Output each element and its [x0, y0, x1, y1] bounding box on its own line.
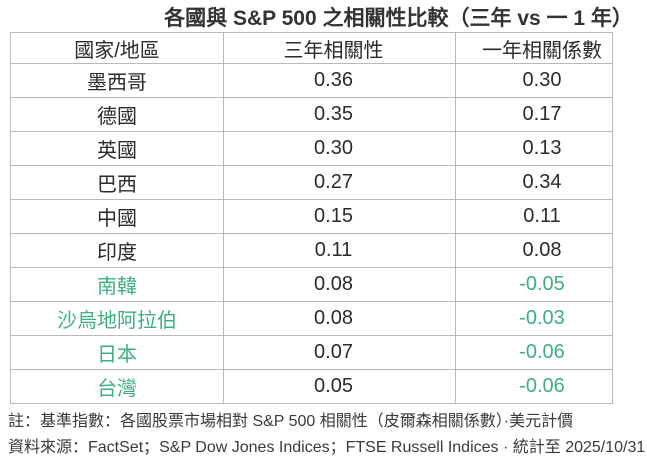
note-benchmark: 註：基準指數：各國股票市場相對 S&P 500 相關性（皮爾森相關係數）·美元計…	[8, 413, 574, 430]
table-row-highlighted: 南韓 0.08 -0.05	[10, 267, 613, 302]
table-row: 印度 0.11 0.08	[10, 233, 613, 268]
three-year-value: 0.35	[223, 97, 456, 132]
table-row-highlighted: 台灣 0.05 -0.06	[10, 369, 613, 404]
one-year-value: -0.06	[455, 369, 613, 404]
country-cell: 沙烏地阿拉伯	[10, 301, 224, 336]
table-row: 中國 0.15 0.11	[10, 199, 613, 234]
one-year-value: 0.17	[455, 97, 613, 132]
page-title: 各國與 S&P 500 之相關性比較（三年 vs 一 1 年）	[164, 7, 633, 30]
table-row-highlighted: 沙烏地阿拉伯 0.08 -0.03	[10, 301, 613, 336]
one-year-value: 0.08	[455, 233, 613, 268]
country-cell: 印度	[10, 233, 224, 268]
note-source: 資料來源：FactSet；S&P Dow Jones Indices；FTSE …	[8, 439, 646, 456]
three-year-value: 0.07	[223, 335, 456, 370]
country-cell: 墨西哥	[10, 63, 224, 98]
one-year-value: 0.30	[455, 63, 613, 98]
country-cell: 中國	[10, 199, 224, 234]
one-year-value: -0.06	[455, 335, 613, 370]
table-row-highlighted: 日本 0.07 -0.06	[10, 335, 613, 370]
country-cell: 巴西	[10, 165, 224, 200]
country-cell: 台灣	[10, 369, 224, 404]
header-three-year: 三年相關性	[223, 32, 456, 64]
footnotes: 註：基準指數：各國股票市場相對 S&P 500 相關性（皮爾森相關係數）·美元計…	[8, 410, 647, 460]
header-row: 國家/地區 三年相關性 一年相關係數	[10, 32, 613, 64]
country-cell: 英國	[10, 131, 224, 166]
three-year-value: 0.08	[223, 267, 456, 302]
one-year-value: 0.34	[455, 165, 613, 200]
table-row: 巴西 0.27 0.34	[10, 165, 613, 200]
one-year-value: 0.13	[455, 131, 613, 166]
table-row: 墨西哥 0.36 0.30	[10, 63, 613, 98]
table-row: 英國 0.30 0.13	[10, 131, 613, 166]
three-year-value: 0.27	[223, 165, 456, 200]
country-cell: 日本	[10, 335, 224, 370]
three-year-value: 0.05	[223, 369, 456, 404]
three-year-value: 0.08	[223, 301, 456, 336]
three-year-value: 0.11	[223, 233, 456, 268]
header-country: 國家/地區	[10, 32, 224, 64]
three-year-value: 0.15	[223, 199, 456, 234]
one-year-value: -0.03	[455, 301, 613, 336]
table-row: 德國 0.35 0.17	[10, 97, 613, 132]
one-year-value: 0.11	[455, 199, 613, 234]
correlation-table: 國家/地區 三年相關性 一年相關係數 墨西哥 0.36 0.30 德國 0.35…	[10, 32, 613, 404]
three-year-value: 0.30	[223, 131, 456, 166]
country-cell: 南韓	[10, 267, 224, 302]
three-year-value: 0.36	[223, 63, 456, 98]
one-year-value: -0.05	[455, 267, 613, 302]
country-cell: 德國	[10, 97, 224, 132]
header-one-year: 一年相關係數	[455, 32, 613, 64]
